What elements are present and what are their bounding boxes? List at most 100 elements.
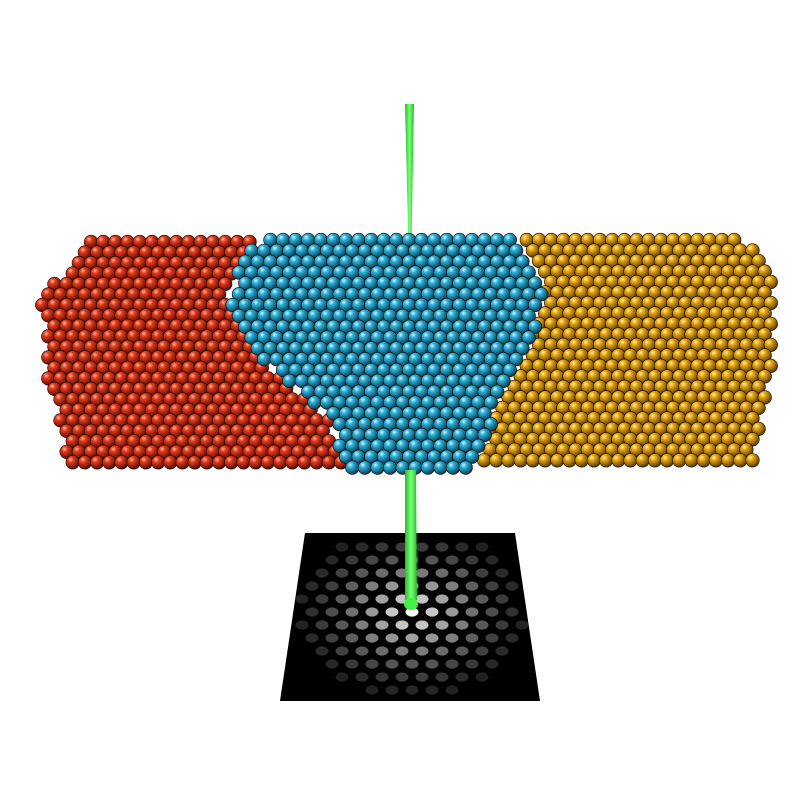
red-grain-atom bbox=[187, 455, 202, 470]
gold-grain-atom bbox=[739, 442, 754, 457]
diffraction-spot bbox=[485, 633, 499, 643]
diffraction-spot bbox=[355, 542, 369, 552]
cyan-grain-atom bbox=[502, 362, 517, 378]
diffraction-spot bbox=[295, 594, 309, 604]
diffraction-spot bbox=[315, 568, 329, 578]
gold-grain-atom bbox=[708, 453, 724, 468]
diffraction-spot bbox=[445, 607, 459, 617]
red-grain-atom bbox=[218, 276, 233, 292]
cyan-grain-atom bbox=[446, 460, 461, 475]
diffraction-spot bbox=[315, 594, 329, 604]
diffraction-spot bbox=[405, 633, 419, 643]
diffraction-spot bbox=[335, 620, 349, 630]
gold-grain-atom bbox=[550, 453, 565, 468]
gold-grain-atom bbox=[598, 453, 614, 468]
red-grain-atom bbox=[212, 455, 227, 470]
diffraction-spot bbox=[425, 555, 439, 565]
gold-grain-atom bbox=[537, 453, 553, 468]
red-grain-atom bbox=[151, 455, 166, 470]
red-grain-atom bbox=[236, 455, 251, 470]
diffraction-spot bbox=[415, 672, 429, 682]
red-grain-atom bbox=[309, 455, 324, 470]
red-grain-atom bbox=[65, 455, 80, 470]
diffraction-spot bbox=[405, 607, 419, 617]
gold-grain-atom bbox=[757, 327, 772, 342]
diffraction-spot bbox=[425, 607, 439, 617]
diffraction-spot bbox=[375, 620, 389, 630]
cyan-grain-atom bbox=[534, 287, 549, 302]
diffraction-spot bbox=[335, 568, 349, 578]
diffraction-spot bbox=[455, 568, 469, 578]
diffraction-spot bbox=[325, 659, 339, 669]
red-grain-atom bbox=[273, 455, 288, 470]
diffraction-spot bbox=[345, 633, 359, 643]
diffraction-spot bbox=[475, 646, 489, 656]
cyan-grain-atom bbox=[521, 330, 536, 345]
red-grain-atom bbox=[260, 455, 276, 470]
cyan-grain-atom bbox=[515, 341, 530, 356]
red-grain-atom bbox=[138, 455, 153, 470]
diffraction-spot bbox=[315, 646, 329, 656]
cyan-grain-atom bbox=[383, 460, 398, 475]
cyan-grain-atom bbox=[471, 438, 486, 454]
diffraction-spot bbox=[385, 659, 399, 669]
diffraction-spot bbox=[355, 620, 369, 630]
red-grain-atom bbox=[212, 287, 227, 302]
diffraction-spot bbox=[495, 646, 509, 656]
diffraction-spot bbox=[455, 620, 469, 630]
diffraction-spot bbox=[425, 581, 439, 591]
diffraction-spot bbox=[445, 555, 459, 565]
diffraction-spot bbox=[365, 659, 379, 669]
diffraction-spot bbox=[375, 568, 389, 578]
cyan-grain-atom bbox=[483, 417, 499, 432]
red-grain-atom bbox=[114, 455, 129, 470]
gold-grain bbox=[477, 232, 778, 468]
diffraction-spot bbox=[415, 568, 429, 578]
diffraction-spot bbox=[495, 568, 509, 578]
diffraction-spot bbox=[355, 672, 369, 682]
cyan-grain-atom bbox=[527, 319, 543, 334]
red-grain bbox=[35, 234, 349, 470]
diffraction-spot bbox=[465, 607, 479, 617]
diffraction-spot bbox=[375, 672, 389, 682]
gold-grain-atom bbox=[745, 432, 760, 447]
diffraction-spot bbox=[485, 607, 499, 617]
red-grain-atom bbox=[77, 455, 92, 470]
diffraction-spot bbox=[475, 620, 489, 630]
diffraction-spot bbox=[445, 633, 459, 643]
red-grain-atom bbox=[175, 455, 190, 470]
diffraction-spot bbox=[495, 594, 509, 604]
diffraction-spot bbox=[345, 581, 359, 591]
cyan-grain-atom bbox=[282, 373, 297, 389]
gold-grain-atom bbox=[751, 253, 766, 269]
diffraction-spot bbox=[335, 594, 349, 604]
cyan-grain-atom bbox=[370, 460, 385, 475]
diffraction-spot bbox=[505, 581, 519, 591]
diffraction-spot bbox=[325, 633, 339, 643]
diffraction-spot bbox=[305, 633, 319, 643]
diffraction-spot bbox=[365, 581, 379, 591]
beam-spot bbox=[404, 598, 418, 610]
diffraction-spot bbox=[435, 672, 449, 682]
diffraction-spot bbox=[425, 659, 439, 669]
gold-grain-atom bbox=[745, 243, 760, 258]
gold-grain-atom bbox=[733, 453, 748, 468]
diffraction-spot bbox=[415, 646, 429, 656]
diffraction-spot bbox=[345, 607, 359, 617]
diffraction-spot bbox=[435, 568, 449, 578]
cyan-grain-atom bbox=[508, 352, 524, 367]
gold-grain-atom bbox=[727, 232, 742, 248]
cyan-grain-atom bbox=[527, 297, 543, 313]
diffraction-spot bbox=[465, 633, 479, 643]
cyan-grain-atom bbox=[490, 384, 505, 399]
cyan-grain-atom bbox=[483, 395, 499, 410]
gold-grain-atom bbox=[562, 453, 577, 468]
diffraction-spot bbox=[385, 685, 399, 695]
diffraction-spot bbox=[515, 620, 529, 630]
diffraction-spot bbox=[505, 633, 519, 643]
diffraction-spot bbox=[375, 594, 389, 604]
diffraction-spot bbox=[335, 672, 349, 682]
cyan-grain bbox=[225, 232, 549, 475]
diffraction-spot bbox=[325, 607, 339, 617]
gold-grain-atom bbox=[757, 306, 772, 321]
